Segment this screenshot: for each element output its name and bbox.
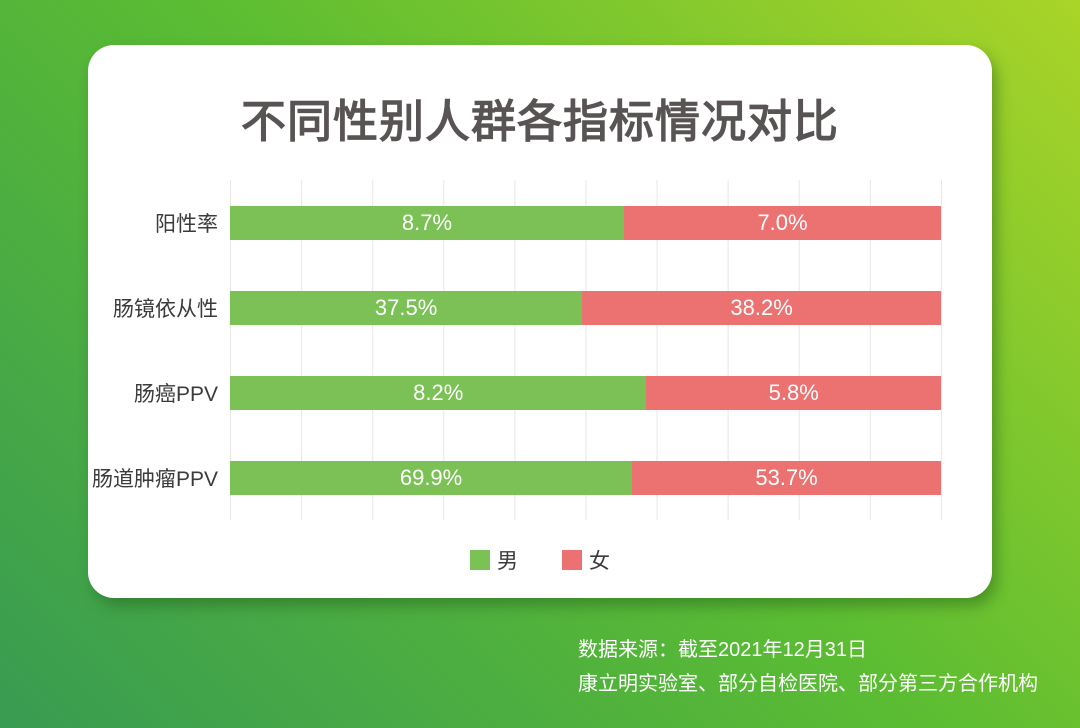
legend-label: 女 — [589, 550, 610, 573]
bar-female: 53.7% — [632, 460, 941, 495]
table-row: 肠癌PPV 8.2% 5.8% — [134, 350, 941, 435]
legend: 男 女 — [88, 545, 992, 575]
category-label: 肠道肿瘤PPV — [91, 467, 218, 491]
stacked-bar: 69.9% 53.7% — [230, 460, 941, 495]
bar-male: 8.2% — [230, 375, 647, 410]
table-row: 肠镜依从性 37.5% 38.2% — [113, 265, 941, 350]
bar-male: 69.9% — [230, 460, 633, 495]
bar-female: 38.2% — [582, 290, 941, 325]
table-row: 肠道肿瘤PPV 69.9% 53.7% — [92, 435, 941, 520]
data-source-line1: 数据来源：截至2021年12月31日 — [578, 639, 867, 661]
category-label: 阳性率 — [155, 212, 218, 236]
category-label: 肠镜依从性 — [113, 297, 218, 321]
legend-item-male: 男 — [470, 545, 518, 575]
page-title: 不同性别人群各指标情况对比 — [240, 96, 839, 147]
data-source-line2: 康立明实验室、部分自检医院、部分第三方合作机构 — [578, 673, 1038, 695]
category-label: 肠癌PPV — [133, 382, 218, 406]
stacked-bar: 8.7% 7.0% — [230, 205, 941, 240]
stacked-bar: 8.2% 5.8% — [230, 375, 941, 410]
legend-item-female: 女 — [562, 545, 610, 575]
bar-female: 5.8% — [646, 375, 941, 410]
bar-male: 8.7% — [230, 205, 624, 240]
female-swatch-icon — [562, 550, 582, 570]
plot-area: 阳性率 8.7% 7.0% 肠镜依从性 37.5% 38.2% 肠癌PPV 8.… — [92, 180, 942, 520]
legend-label: 男 — [497, 550, 518, 573]
table-row: 阳性率 8.7% 7.0% — [155, 180, 941, 265]
bar-male: 37.5% — [230, 290, 583, 325]
chart-card: 不同性别人群各指标情况对比 阳性率 8.7% 7.0% 肠镜依从性 37.5% … — [88, 45, 992, 598]
stacked-bar: 37.5% 38.2% — [230, 290, 941, 325]
bar-female: 7.0% — [623, 205, 941, 240]
data-source-note: 数据来源：截至2021年12月31日 康立明实验室、部分自检医院、部分第三方合作… — [578, 633, 1038, 701]
male-swatch-icon — [470, 550, 490, 570]
